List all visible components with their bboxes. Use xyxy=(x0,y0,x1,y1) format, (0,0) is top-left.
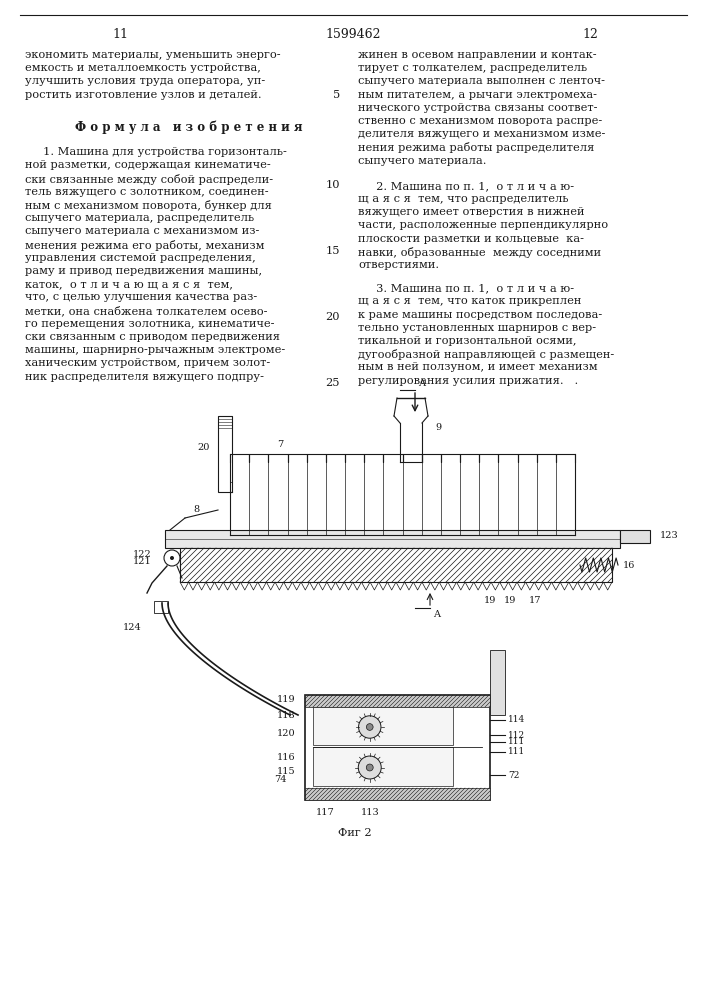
Text: A: A xyxy=(433,610,440,619)
Text: плоскости разметки и кольцевые  ка-: плоскости разметки и кольцевые ка- xyxy=(358,234,584,244)
Text: 111: 111 xyxy=(508,748,525,756)
Text: 7: 7 xyxy=(277,440,283,449)
Text: 120: 120 xyxy=(276,728,295,738)
Text: жинен в осевом направлении и контак-: жинен в осевом направлении и контак- xyxy=(358,50,597,60)
Text: вяжущего имеет отверстия в нижней: вяжущего имеет отверстия в нижней xyxy=(358,207,585,217)
Text: к раме машины посредством последова-: к раме машины посредством последова- xyxy=(358,310,602,320)
Text: экономить материалы, уменьшить энерго-: экономить материалы, уменьшить энерго- xyxy=(25,50,281,60)
Text: отверстиями.: отверстиями. xyxy=(358,260,439,270)
Text: 16: 16 xyxy=(623,560,636,570)
Text: 113: 113 xyxy=(361,808,380,817)
Text: делителя вяжущего и механизмом изме-: делителя вяжущего и механизмом изме- xyxy=(358,129,605,139)
Text: навки, образованные  между соседними: навки, образованные между соседними xyxy=(358,247,601,258)
Text: Фиг 2: Фиг 2 xyxy=(338,828,372,838)
Text: го перемещения золотника, кинематиче-: го перемещения золотника, кинематиче- xyxy=(25,319,274,329)
Text: машины, шарнирно-рычажным электроме-: машины, шарнирно-рычажным электроме- xyxy=(25,345,285,355)
Bar xyxy=(490,650,505,715)
Text: части, расположенные перпендикулярно: части, расположенные перпендикулярно xyxy=(358,220,608,230)
Text: сыпучего материала выполнен с ленточ-: сыпучего материала выполнен с ленточ- xyxy=(358,76,605,86)
Text: нического устройства связаны соответ-: нического устройства связаны соответ- xyxy=(358,103,597,113)
Text: нения режима работы распределителя: нения режима работы распределителя xyxy=(358,142,595,153)
Bar xyxy=(180,548,612,582)
Bar xyxy=(218,416,232,492)
Text: Ф о р м у л а   и з о б р е т е н и я: Ф о р м у л а и з о б р е т е н и я xyxy=(75,121,303,134)
Text: щ а я с я  тем, что распределитель: щ а я с я тем, что распределитель xyxy=(358,194,568,204)
Text: раму и привод передвижения машины,: раму и привод передвижения машины, xyxy=(25,266,262,276)
Text: 15: 15 xyxy=(325,246,340,256)
Circle shape xyxy=(366,764,373,771)
Text: 74: 74 xyxy=(274,776,286,784)
Circle shape xyxy=(358,756,381,779)
Text: 118: 118 xyxy=(276,710,295,720)
Text: 19: 19 xyxy=(484,596,496,605)
Text: 1599462: 1599462 xyxy=(325,28,381,41)
Text: сыпучего материала.: сыпучего материала. xyxy=(358,156,486,166)
Text: каток,  о т л и ч а ю щ а я с я  тем,: каток, о т л и ч а ю щ а я с я тем, xyxy=(25,279,233,289)
Text: ханическим устройством, причем золот-: ханическим устройством, причем золот- xyxy=(25,358,270,368)
Text: 9: 9 xyxy=(435,424,441,432)
Bar xyxy=(313,747,453,786)
Text: улучшить условия труда оператора, уп-: улучшить условия труда оператора, уп- xyxy=(25,76,265,86)
Bar xyxy=(305,695,490,800)
Text: ной разметки, содержащая кинематиче-: ной разметки, содержащая кинематиче- xyxy=(25,160,271,170)
Text: ник распределителя вяжущего подпру-: ник распределителя вяжущего подпру- xyxy=(25,372,264,382)
Text: 5: 5 xyxy=(333,90,340,100)
Text: 114: 114 xyxy=(508,716,525,724)
Text: 117: 117 xyxy=(315,808,334,817)
Text: 115: 115 xyxy=(276,768,295,776)
Text: тельно установленных шарниров с вер-: тельно установленных шарниров с вер- xyxy=(358,323,596,333)
Text: метки, она снабжена толкателем осево-: метки, она снабжена толкателем осево- xyxy=(25,306,267,316)
Text: 116: 116 xyxy=(276,752,295,762)
Text: тель вяжущего с золотником, соединен-: тель вяжущего с золотником, соединен- xyxy=(25,187,269,197)
Text: регулирования усилия прижатия.   .: регулирования усилия прижатия. . xyxy=(358,376,578,386)
Text: 124: 124 xyxy=(123,624,142,633)
Text: менения режима его работы, механизм: менения режима его работы, механизм xyxy=(25,240,264,251)
Text: A: A xyxy=(418,379,425,388)
Text: 72: 72 xyxy=(508,770,520,780)
Text: 19: 19 xyxy=(504,596,516,605)
Text: 112: 112 xyxy=(508,730,525,740)
Text: 2. Машина по п. 1,  о т л и ч а ю-: 2. Машина по п. 1, о т л и ч а ю- xyxy=(358,181,574,191)
Text: щ а я с я  тем, что каток прикреплен: щ а я с я тем, что каток прикреплен xyxy=(358,296,581,306)
Text: емкость и металлоемкость устройства,: емкость и металлоемкость устройства, xyxy=(25,63,261,73)
Text: 11: 11 xyxy=(112,28,128,41)
Bar xyxy=(154,601,168,613)
Text: 8: 8 xyxy=(194,506,200,514)
Text: что, с целью улучшения качества раз-: что, с целью улучшения качества раз- xyxy=(25,292,257,302)
Text: ски связанным с приводом передвижения: ски связанным с приводом передвижения xyxy=(25,332,280,342)
Text: 20: 20 xyxy=(198,444,210,452)
Text: ным питателем, а рычаги электромеха-: ным питателем, а рычаги электромеха- xyxy=(358,90,597,100)
Text: 121: 121 xyxy=(133,557,152,566)
Text: 123: 123 xyxy=(660,532,679,540)
Text: 12: 12 xyxy=(582,28,598,41)
Circle shape xyxy=(358,716,381,738)
Text: 25: 25 xyxy=(325,378,340,388)
Text: 122: 122 xyxy=(133,550,152,559)
Text: 17: 17 xyxy=(529,596,542,605)
Text: ростить изготовление узлов и деталей.: ростить изготовление узлов и деталей. xyxy=(25,90,262,100)
Text: 20: 20 xyxy=(325,312,340,322)
Bar xyxy=(620,530,650,543)
Text: управления системой распределения,: управления системой распределения, xyxy=(25,253,256,263)
Text: ным в ней ползуном, и имеет механизм: ным в ней ползуном, и имеет механизм xyxy=(358,362,597,372)
Text: тикальной и горизонтальной осями,: тикальной и горизонтальной осями, xyxy=(358,336,576,346)
Bar xyxy=(165,530,620,548)
Text: сыпучего материала, распределитель: сыпучего материала, распределитель xyxy=(25,213,254,223)
Text: сыпучего материала с механизмом из-: сыпучего материала с механизмом из- xyxy=(25,226,259,236)
Text: 3. Машина по п. 1,  о т л и ч а ю-: 3. Машина по п. 1, о т л и ч а ю- xyxy=(358,283,574,293)
Bar xyxy=(305,695,490,707)
Text: ственно с механизмом поворота распре-: ственно с механизмом поворота распре- xyxy=(358,116,602,126)
Bar xyxy=(313,707,453,745)
Circle shape xyxy=(366,724,373,730)
Text: 111: 111 xyxy=(508,738,525,746)
Text: тирует с толкателем, распределитель: тирует с толкателем, распределитель xyxy=(358,63,587,73)
Bar xyxy=(305,788,490,800)
Text: дугообразной направляющей с размещен-: дугообразной направляющей с размещен- xyxy=(358,349,614,360)
Text: 10: 10 xyxy=(325,180,340,190)
Text: 119: 119 xyxy=(276,696,295,704)
Text: ным с механизмом поворота, бункер для: ным с механизмом поворота, бункер для xyxy=(25,200,272,211)
Text: 1. Машина для устройства горизонталь-: 1. Машина для устройства горизонталь- xyxy=(25,147,287,157)
Circle shape xyxy=(170,556,174,560)
Text: ски связанные между собой распредели-: ски связанные между собой распредели- xyxy=(25,174,273,185)
